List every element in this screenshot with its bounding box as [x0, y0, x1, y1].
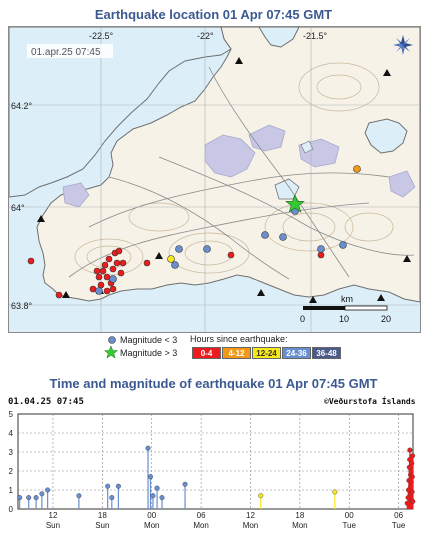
y-tick-label: 3 [9, 448, 14, 457]
data-point [410, 453, 416, 459]
x-tick-day: Sun [46, 521, 60, 530]
x-tick-day: Mon [292, 521, 308, 530]
data-point [409, 460, 415, 466]
x-tick-day: Mon [144, 521, 160, 530]
plot-frame [17, 413, 414, 510]
lava-field-e [388, 170, 416, 198]
data-point [145, 445, 151, 451]
data-point [258, 493, 264, 499]
lat-label-64-2: 64.2° [11, 101, 33, 111]
graticule [9, 27, 420, 332]
data-point [154, 485, 160, 491]
data-point [76, 493, 82, 499]
quake-markers [27, 165, 361, 299]
lake-b [300, 140, 314, 154]
data-point [159, 495, 165, 501]
x-tick-day: Sun [95, 521, 109, 530]
hour-bin-4-12: 4-12 [222, 347, 251, 359]
lon-label-21-5: -21.5° [303, 31, 328, 41]
data-point [182, 481, 188, 487]
small-quake-icon [108, 336, 116, 344]
x-tick-day: Tue [392, 521, 406, 530]
hour-bin-36-48: 36-48 [312, 347, 341, 359]
x-tick-day: Mon [243, 521, 259, 530]
data-point [332, 489, 338, 495]
y-tick-label: 0 [9, 505, 14, 514]
x-tick-day: Tue [342, 521, 356, 530]
x-tick-day: Mon [193, 521, 209, 530]
scale-tick-10: 10 [339, 314, 349, 324]
data-point [115, 483, 121, 489]
data-point [147, 474, 153, 480]
scale-unit: km [341, 294, 353, 304]
north-arrow-icon [393, 35, 413, 55]
lat-label-63-8: 63.8° [11, 301, 33, 311]
lat-label-64: 64° [11, 203, 25, 213]
scale-bar [303, 305, 388, 311]
x-tick-hour: 18 [98, 511, 107, 520]
data-point [33, 495, 39, 501]
legend-symbols [103, 336, 119, 359]
chart-timestamp: 01.04.25 07:45 [8, 397, 84, 407]
y-tick-label: 5 [9, 410, 14, 419]
map-timestamp: 01.apr.25 07:45 [31, 47, 101, 58]
map-legend: Magnitude < 3 Magnitude > 3 Hours since … [0, 333, 427, 363]
chart-canvas: 01.04.25 07:45 ©Veðurstofa Íslands 01234… [8, 395, 416, 530]
y-tick-label: 4 [9, 429, 14, 438]
roads [68, 66, 415, 280]
scale-tick-0: 0 [300, 314, 305, 324]
north-inlet [258, 27, 300, 48]
data-point [109, 495, 115, 501]
x-tick-hour: 06 [197, 511, 206, 520]
x-tick-hour: 00 [147, 511, 156, 520]
hour-bin-12-24: 12-24 [252, 347, 281, 359]
x-tick-hour: 12 [246, 511, 255, 520]
mag-large-label: Magnitude > 3 [120, 348, 178, 358]
scale-tick-20: 20 [381, 314, 391, 324]
lake-a [274, 178, 300, 200]
chart-title: Time and magnitude of earthquake 01 Apr … [49, 376, 378, 391]
x-tick-hour: 12 [49, 511, 58, 520]
bay-inlet [9, 27, 232, 198]
data-point [407, 447, 413, 453]
x-tick-hour: 18 [295, 511, 304, 520]
x-tick-hour: 00 [345, 511, 354, 520]
hour-bin-0-4: 0-4 [192, 347, 221, 359]
data-point [45, 487, 51, 493]
x-tick-hour: 06 [394, 511, 403, 520]
lava-field-a [204, 134, 256, 178]
earthquake-map[interactable]: km 0 10 20 -22.5° -22° -21.5° 64.2° 64° … [8, 26, 421, 333]
green-star-icon [285, 194, 305, 213]
lon-label-22: -22° [197, 31, 214, 41]
hour-bin-24-36: 24-36 [282, 347, 311, 359]
y-tick-label: 2 [9, 467, 14, 476]
mag-small-label: Magnitude < 3 [120, 335, 178, 345]
data-point [39, 491, 45, 497]
map-canvas: km 0 10 20 -22.5° -22° -21.5° 64.2° 64° … [9, 27, 420, 332]
lava-field-d [62, 182, 90, 208]
chart-credit: ©Veðurstofa Íslands [324, 395, 416, 406]
y-tick-label: 1 [9, 486, 14, 495]
hours-title: Hours since earthquake: [190, 334, 288, 344]
lon-label-22-5: -22.5° [89, 31, 114, 41]
data-point [26, 495, 32, 501]
large-quake-star-icon [103, 345, 119, 359]
data-point [105, 483, 111, 489]
data-point [410, 498, 416, 504]
data-point [17, 495, 23, 501]
map-title: Earthquake location 01 Apr 07:45 GMT [94, 7, 333, 22]
fjord-inlet [364, 118, 408, 154]
data-point [150, 493, 156, 499]
